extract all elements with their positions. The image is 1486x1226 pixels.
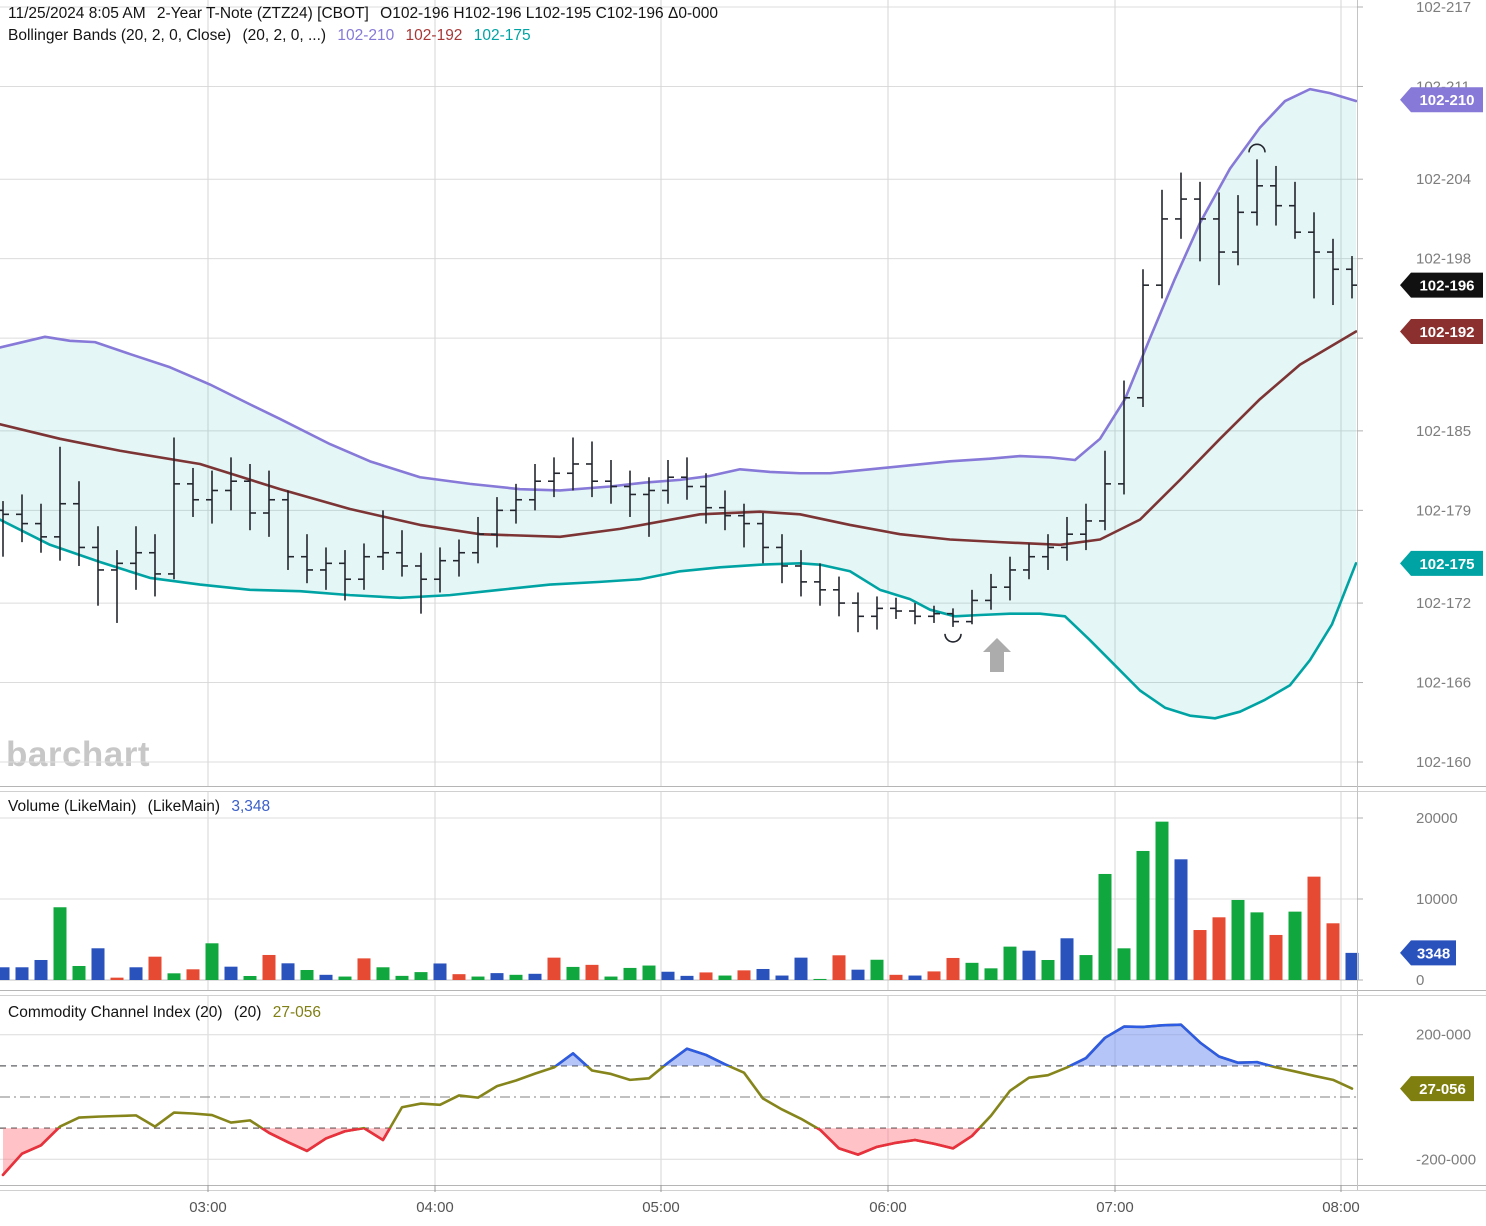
barchart-logo: barchart	[6, 735, 151, 774]
svg-text:10000: 10000	[1416, 891, 1458, 908]
bb-middle-tag: 102-192	[1400, 319, 1483, 345]
svg-text:102-217: 102-217	[1416, 0, 1471, 16]
svg-text:27-056: 27-056	[1419, 1081, 1466, 1098]
bollinger-band-fill	[0, 89, 1356, 719]
svg-text:06:00: 06:00	[869, 1199, 907, 1216]
volume-tag: 3348	[1400, 940, 1456, 966]
svg-text:102-172: 102-172	[1416, 595, 1471, 612]
high-arc-marker	[1248, 143, 1266, 153]
svg-text:200-000: 200-000	[1416, 1027, 1471, 1044]
last-price-tag: 102-196	[1400, 272, 1483, 298]
volume-bars	[0, 821, 1359, 980]
up-arrow-marker	[983, 638, 1011, 672]
header-ohlc: O102-196 H102-196 L102-195 C102-196 Δ0-0…	[380, 5, 718, 22]
main-price-gridlines	[0, 6, 1357, 763]
bollinger-lower-line	[0, 518, 1358, 720]
bb-lower-tag: 102-175	[1400, 550, 1483, 576]
svg-text:102-198: 102-198	[1416, 251, 1471, 268]
cci-line-overbought	[553, 1023, 1276, 1066]
volume-value: 3,348	[231, 798, 271, 815]
header-symbol: 2-Year T-Note (ZTZ24) [CBOT]	[156, 5, 369, 22]
svg-text:102-185: 102-185	[1416, 423, 1471, 440]
bb-middle-value: 102-192	[405, 27, 463, 44]
chart-header: 11/25/2024 8:05 AM 2-Year T-Note (ZTZ24)…	[8, 3, 725, 47]
svg-text:3348: 3348	[1417, 945, 1450, 962]
bb-upper-tag: 102-210	[1400, 87, 1483, 113]
indicator-params: (20, 2, 0, ...)	[242, 27, 327, 44]
svg-text:102-166: 102-166	[1416, 675, 1471, 692]
svg-text:102-175: 102-175	[1419, 556, 1474, 573]
svg-text:05:00: 05:00	[642, 1199, 680, 1216]
svg-text:102-204: 102-204	[1416, 171, 1471, 188]
volume-label: Volume (LikeMain)	[8, 798, 137, 815]
cci-axis-labels: 200-000 -200-000	[1357, 1027, 1476, 1168]
svg-text:03:00: 03:00	[189, 1199, 227, 1216]
panel-separators	[0, 786, 1486, 1191]
cci-value: 27-056	[272, 1004, 321, 1021]
svg-text:102-210: 102-210	[1419, 92, 1474, 109]
volume-panel-header: Volume (LikeMain) (LikeMain) 3,348	[8, 796, 277, 818]
header-line-1: 11/25/2024 8:05 AM 2-Year T-Note (ZTZ24)…	[8, 3, 725, 25]
svg-text:102-196: 102-196	[1419, 278, 1474, 295]
cci-panel-header: Commodity Channel Index (20) (20) 27-056	[8, 1002, 328, 1024]
cci-overbought-fill	[3, 1024, 1352, 1066]
cci-label: Commodity Channel Index (20)	[8, 1004, 223, 1021]
bb-upper-value: 102-210	[337, 27, 395, 44]
indicator-name: Bollinger Bands (20, 2, 0, Close)	[8, 27, 232, 44]
svg-text:08:00: 08:00	[1322, 1199, 1360, 1216]
svg-text:0: 0	[1416, 972, 1424, 989]
ohlc-bars	[0, 159, 1358, 633]
cci-tag: 27-056	[1400, 1076, 1474, 1102]
svg-text:102-179: 102-179	[1416, 502, 1471, 519]
volume-gridlines	[0, 817, 1357, 981]
low-arc-marker	[944, 633, 962, 643]
bollinger-middle-line	[0, 330, 1358, 547]
hour-gridlines	[207, 0, 1342, 1185]
volume-axis-labels: 20000 10000 0	[1357, 810, 1458, 989]
bollinger-upper-line	[0, 87, 1358, 492]
svg-text:07:00: 07:00	[1096, 1199, 1134, 1216]
svg-text:-200-000: -200-000	[1416, 1151, 1476, 1168]
time-axis-labels: 03:00 04:00 05:00 06:00 07:00 08:00	[189, 1185, 1360, 1216]
svg-text:20000: 20000	[1416, 810, 1458, 827]
svg-text:102-160: 102-160	[1416, 754, 1471, 771]
price-axis-labels: 102-217102-211102-204102-198102-192102-1…	[1357, 0, 1471, 771]
svg-text:04:00: 04:00	[416, 1199, 454, 1216]
header-datetime: 11/25/2024 8:05 AM	[8, 5, 146, 22]
bb-lower-value: 102-175	[473, 27, 531, 44]
svg-text:102-192: 102-192	[1419, 324, 1474, 341]
volume-label-2: (LikeMain)	[147, 798, 221, 815]
header-line-2: Bollinger Bands (20, 2, 0, Close) (20, 2…	[8, 25, 725, 47]
cci-label-2: (20)	[233, 1004, 262, 1021]
